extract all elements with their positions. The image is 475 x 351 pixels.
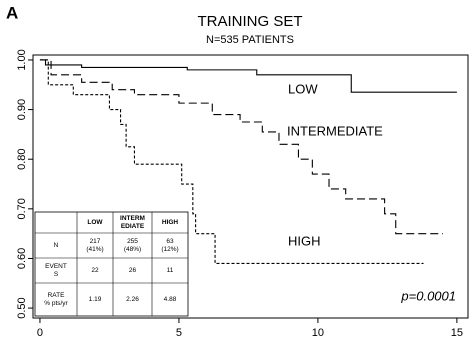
y-tick-label: 1.00 <box>16 49 28 70</box>
y-tick-label: 0.90 <box>16 99 28 120</box>
x-tick-label: 5 <box>176 327 182 339</box>
x-tick-label: 0 <box>37 327 43 339</box>
table-cell: 26 <box>129 267 137 274</box>
y-tick-label: 0.60 <box>16 248 28 269</box>
table-cell: HIGH <box>162 219 179 226</box>
table-cell: 2.26 <box>126 296 139 303</box>
y-tick-label: 0.70 <box>16 198 28 219</box>
table-cell: N <box>54 242 59 249</box>
annotation: p=0.0001 <box>400 288 456 303</box>
x-tick-label: 15 <box>451 327 463 339</box>
table-cell: 1.19 <box>89 296 102 303</box>
table-cell: 255 <box>127 238 138 245</box>
table-cell: 63 <box>166 238 174 245</box>
chart-subtitle: N=535 PATIENTS <box>206 34 294 46</box>
table-cell: 11 <box>167 267 174 274</box>
plot-frame <box>32 54 469 319</box>
y-tick-label: 0.50 <box>16 297 28 318</box>
table-cell: INTERM <box>120 215 145 222</box>
y-tick-label: 0.80 <box>16 148 28 169</box>
table-cell: 217 <box>90 238 101 245</box>
x-tick-label: 10 <box>312 327 324 339</box>
table-cell: (12%) <box>161 246 178 253</box>
survival-curve <box>39 59 457 93</box>
table-cell: S <box>54 271 59 278</box>
survival-curve <box>39 59 443 235</box>
table-cell: (48%) <box>124 246 141 253</box>
survival-curve <box>39 59 424 264</box>
table-frame <box>34 211 189 317</box>
series-label: INTERMEDIATE <box>287 123 383 138</box>
series-label: HIGH <box>288 233 321 248</box>
chart-title: TRAINING SET <box>197 13 302 30</box>
table-cell: EDIATE <box>121 223 145 230</box>
table-cell: (41%) <box>86 246 103 253</box>
table-cell: 4.88 <box>164 296 177 303</box>
table-cell: LOW <box>87 219 103 226</box>
table-cell: 22 <box>91 267 99 274</box>
table-cell: % pts/yr <box>44 300 68 307</box>
table-cell: EVENT <box>45 263 67 270</box>
panel-label: A <box>6 3 18 22</box>
table-cell: RATE <box>48 292 66 299</box>
series-label: LOW <box>288 81 318 96</box>
